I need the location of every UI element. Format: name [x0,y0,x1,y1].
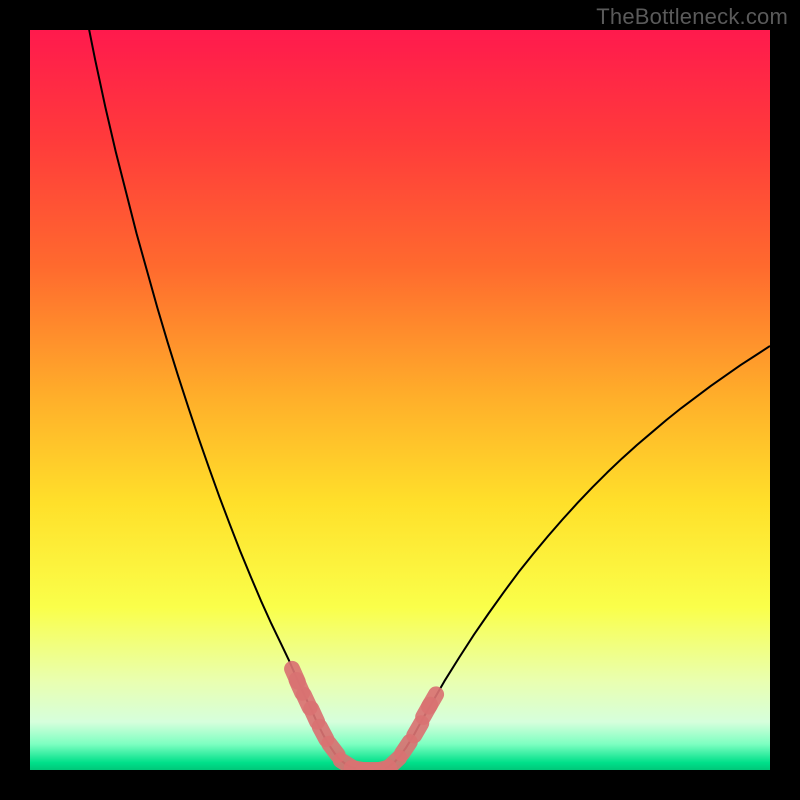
plot-background-gradient [30,30,770,770]
watermark-text: TheBottleneck.com [596,4,788,30]
bottleneck-chart [0,0,800,800]
